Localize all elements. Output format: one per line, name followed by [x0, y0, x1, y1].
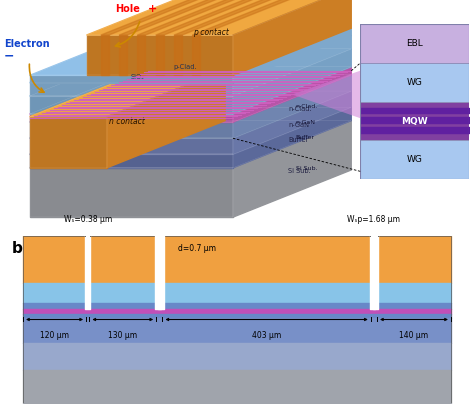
- Polygon shape: [192, 0, 319, 35]
- Text: b: b: [12, 241, 23, 256]
- Text: Electron: Electron: [4, 39, 49, 49]
- Text: EBL: EBL: [406, 39, 423, 48]
- Polygon shape: [29, 154, 233, 168]
- Polygon shape: [29, 138, 233, 154]
- Bar: [360, 140, 469, 179]
- Polygon shape: [155, 0, 282, 35]
- Polygon shape: [87, 35, 233, 75]
- Polygon shape: [29, 70, 225, 117]
- Polygon shape: [29, 96, 233, 114]
- Polygon shape: [101, 35, 109, 75]
- Text: p-Clad.: p-Clad.: [173, 64, 197, 70]
- Polygon shape: [174, 35, 182, 75]
- Text: n-Clad.: n-Clad.: [296, 104, 318, 109]
- Polygon shape: [233, 49, 351, 114]
- Text: 130 μm: 130 μm: [108, 331, 137, 340]
- Polygon shape: [29, 75, 233, 83]
- Text: Hole: Hole: [116, 4, 140, 14]
- Polygon shape: [29, 122, 233, 138]
- Polygon shape: [119, 35, 127, 75]
- Text: Si Sub.: Si Sub.: [288, 168, 311, 174]
- Polygon shape: [29, 35, 351, 83]
- Polygon shape: [292, 66, 418, 123]
- Text: n contact: n contact: [109, 117, 146, 126]
- Polygon shape: [29, 91, 351, 138]
- Text: Si Sub.: Si Sub.: [296, 166, 317, 171]
- Text: 140 μm: 140 μm: [400, 331, 428, 340]
- Bar: [360, 63, 469, 102]
- Polygon shape: [233, 0, 351, 75]
- Polygon shape: [29, 107, 351, 154]
- Polygon shape: [233, 35, 351, 96]
- Bar: [360, 24, 469, 63]
- Polygon shape: [233, 120, 351, 217]
- Polygon shape: [137, 35, 146, 75]
- Text: 403 μm: 403 μm: [252, 331, 281, 340]
- Polygon shape: [174, 0, 301, 35]
- FancyArrowPatch shape: [115, 22, 140, 47]
- Polygon shape: [29, 117, 107, 168]
- Polygon shape: [233, 91, 351, 154]
- Polygon shape: [192, 35, 201, 75]
- Polygon shape: [137, 0, 264, 35]
- Polygon shape: [107, 70, 225, 168]
- Text: −: −: [4, 49, 14, 62]
- Text: WG: WG: [407, 155, 423, 164]
- Polygon shape: [29, 168, 233, 217]
- Bar: [360, 102, 469, 140]
- Polygon shape: [29, 75, 351, 122]
- Text: n-GaN: n-GaN: [296, 120, 316, 125]
- Polygon shape: [87, 0, 351, 35]
- Text: Buffer: Buffer: [296, 136, 315, 140]
- Polygon shape: [29, 114, 233, 122]
- Text: p contact: p contact: [193, 28, 228, 37]
- Polygon shape: [29, 49, 351, 96]
- Text: 120 μm: 120 μm: [40, 331, 69, 340]
- Text: Wₛ=0.38 μm: Wₛ=0.38 μm: [64, 215, 112, 224]
- Text: WG: WG: [407, 78, 423, 87]
- Polygon shape: [155, 35, 164, 75]
- Text: n-GaN: n-GaN: [288, 122, 309, 128]
- Polygon shape: [29, 28, 351, 75]
- Polygon shape: [29, 83, 233, 96]
- Polygon shape: [233, 67, 351, 122]
- Text: Wₛp=1.68 μm: Wₛp=1.68 μm: [347, 215, 401, 224]
- Polygon shape: [29, 120, 351, 168]
- Polygon shape: [233, 28, 351, 83]
- Polygon shape: [233, 107, 351, 168]
- Text: +: +: [148, 4, 157, 14]
- FancyArrowPatch shape: [29, 64, 44, 92]
- Text: MQW: MQW: [401, 116, 428, 126]
- Polygon shape: [233, 75, 351, 138]
- Text: Buffer: Buffer: [288, 137, 308, 143]
- Text: SiO₂: SiO₂: [130, 74, 145, 80]
- Polygon shape: [101, 0, 227, 35]
- Text: d=0.7 μm: d=0.7 μm: [177, 244, 216, 253]
- Polygon shape: [119, 0, 246, 35]
- Text: n-Clad.: n-Clad.: [288, 106, 311, 112]
- Polygon shape: [29, 67, 351, 114]
